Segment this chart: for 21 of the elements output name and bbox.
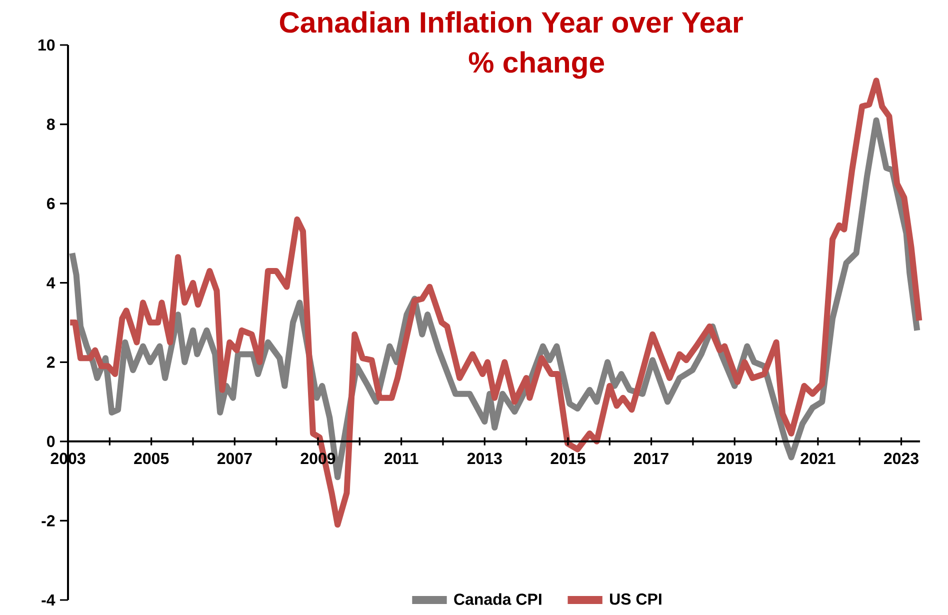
y-tick-label: 4 <box>46 277 56 288</box>
y-tick-label: 0 <box>47 436 55 448</box>
legend-label: Canada CPI <box>454 593 542 605</box>
y-tick-label: 10 <box>38 39 55 51</box>
chart-title: Canadian Inflation Year over Year <box>280 11 743 33</box>
x-tick-label: 2023 <box>884 452 918 464</box>
y-tick-label: -4 <box>42 594 56 606</box>
x-tick-label: 2005 <box>134 452 169 464</box>
y-tick-label: 8 <box>46 118 55 130</box>
x-tick-label: 2021 <box>800 452 836 464</box>
chart-subtitle: % change <box>468 51 604 79</box>
y-tick-label: 6 <box>46 198 55 210</box>
y-tick-label: 2 <box>46 356 55 368</box>
y-tick-label: -2 <box>42 515 55 526</box>
x-tick-label: 2007 <box>217 452 252 464</box>
x-tick-label: 2017 <box>634 452 668 464</box>
x-tick-label: 2019 <box>717 452 752 464</box>
x-tick-label: 2013 <box>467 452 502 464</box>
legend-label: US CPI <box>610 593 662 605</box>
x-tick-label: 2011 <box>384 452 418 464</box>
x-tick-label: 2015 <box>550 452 586 464</box>
